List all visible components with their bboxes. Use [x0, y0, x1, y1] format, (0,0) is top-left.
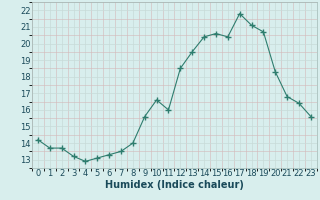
X-axis label: Humidex (Indice chaleur): Humidex (Indice chaleur) — [105, 180, 244, 190]
